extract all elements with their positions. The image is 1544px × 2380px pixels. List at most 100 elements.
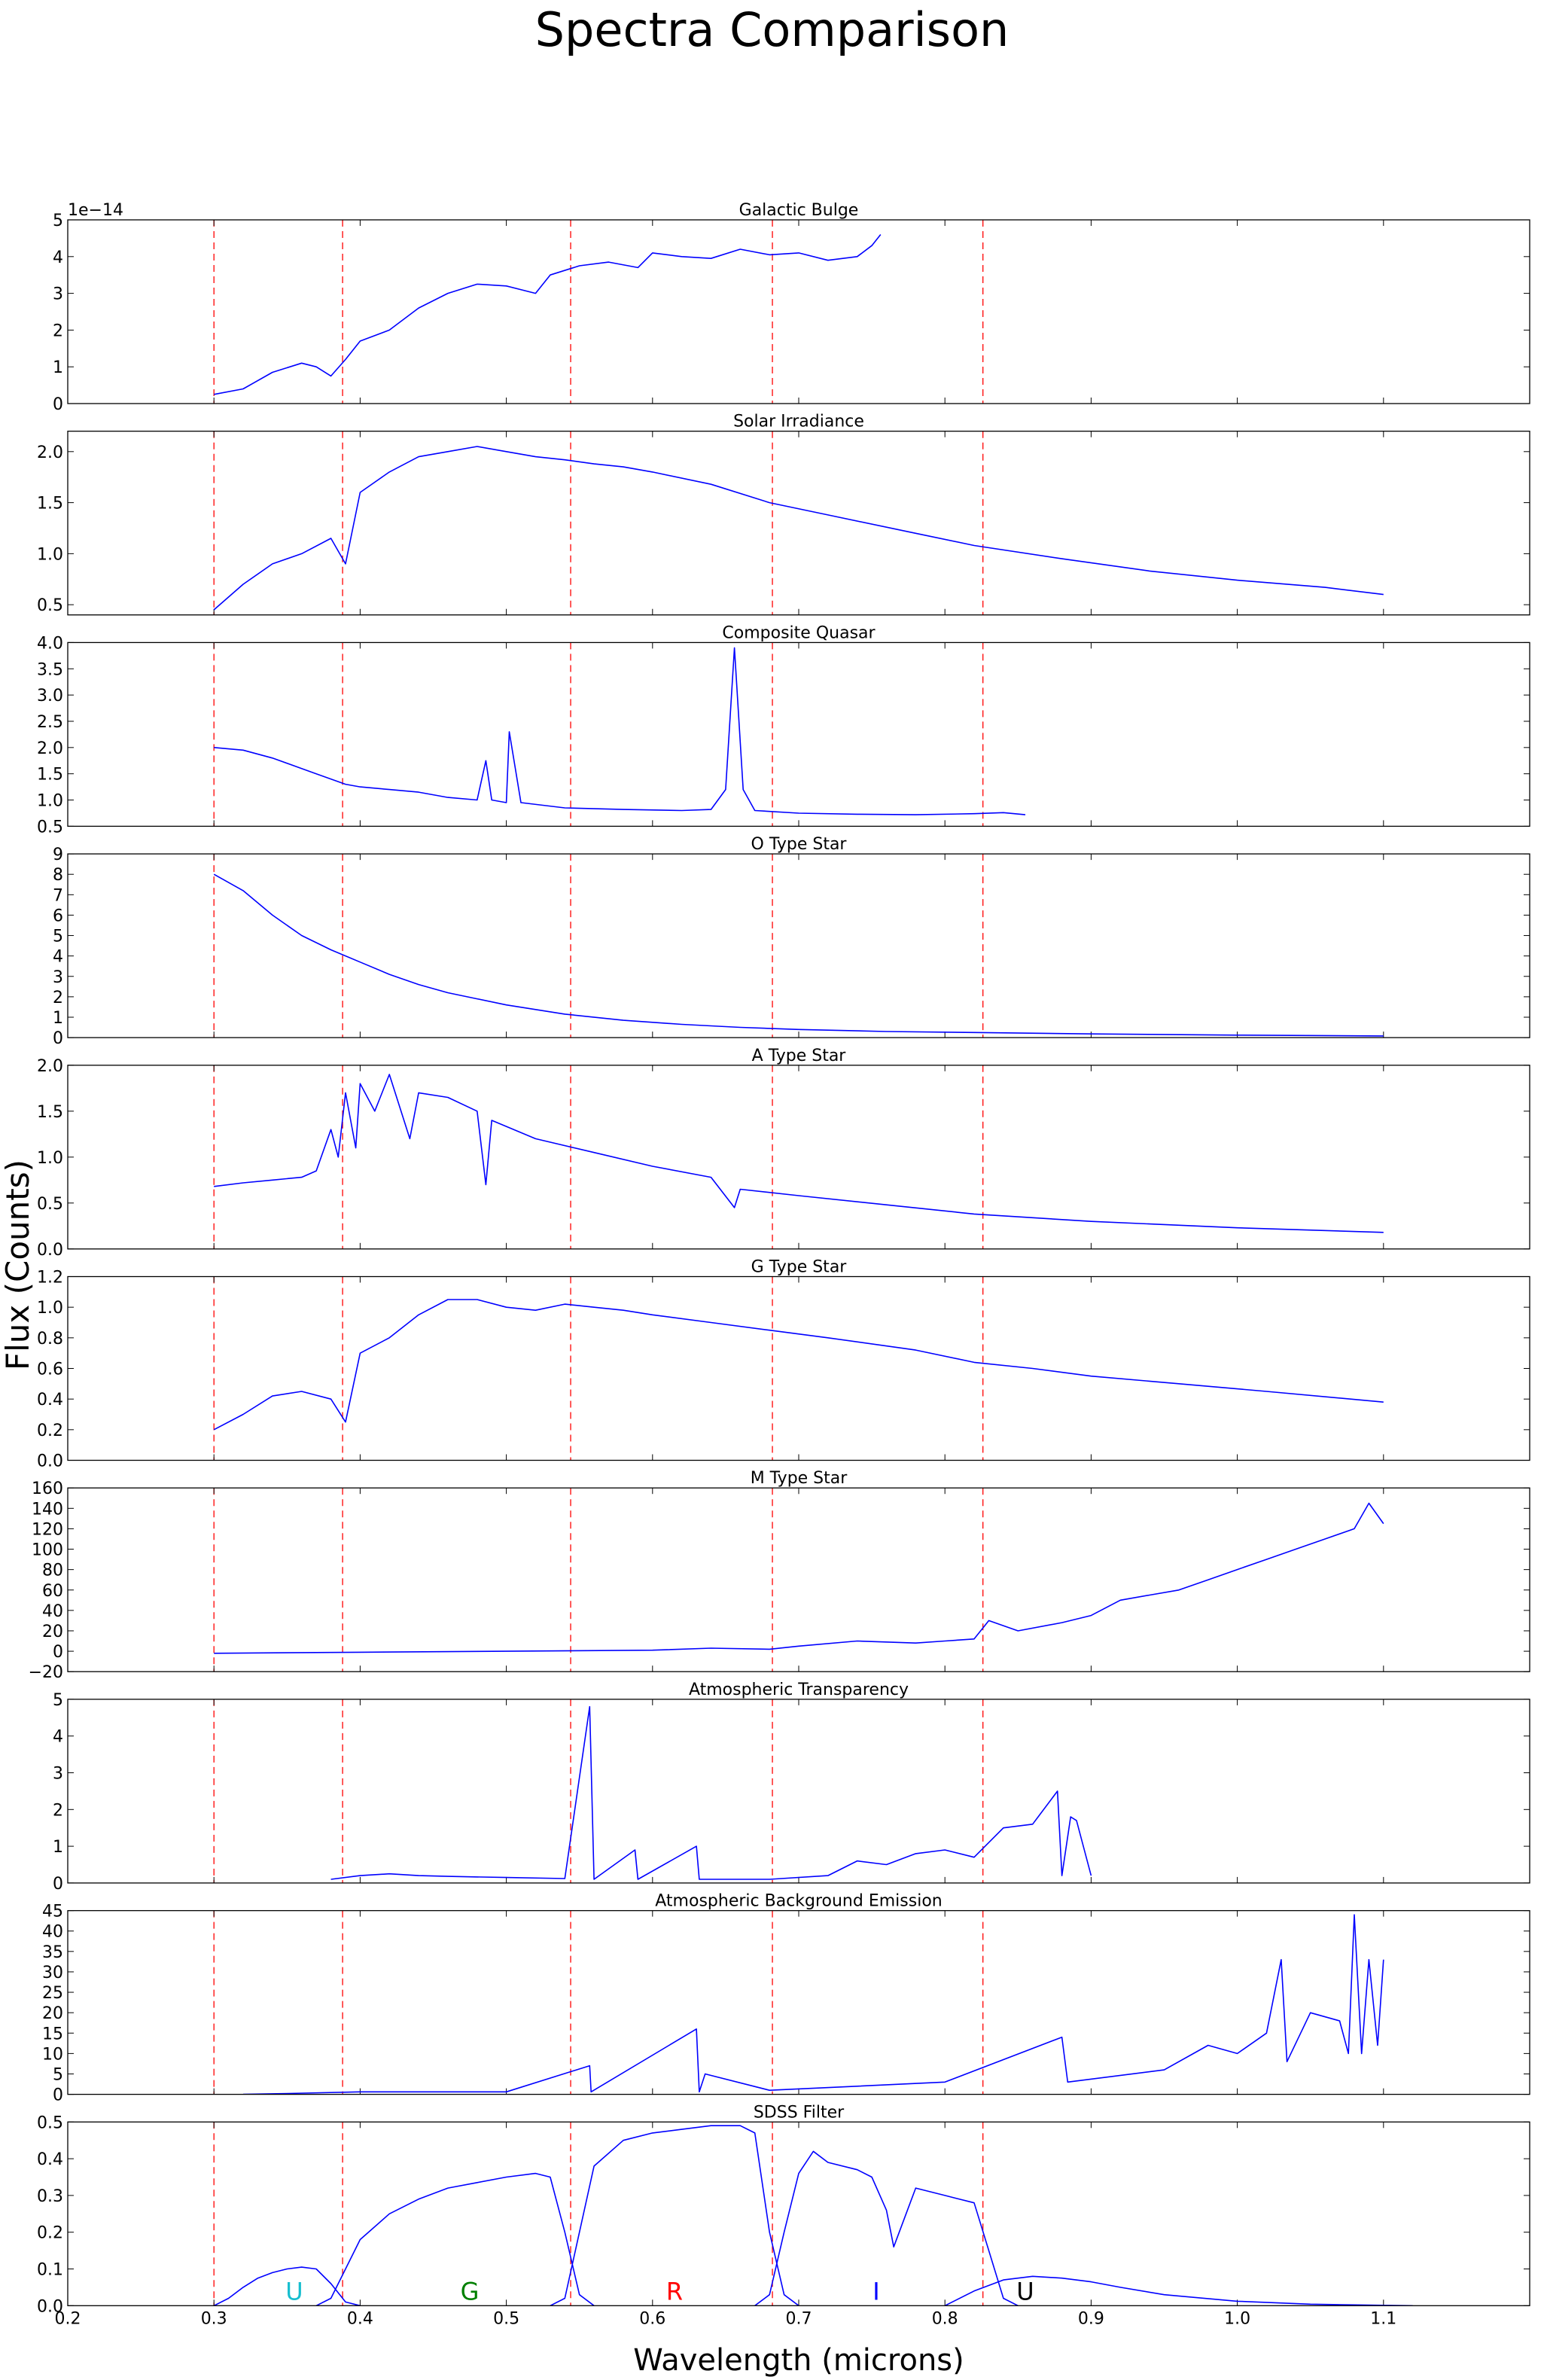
filter-label: U (285, 2277, 303, 2305)
axis-offset-text: 1e−14 (68, 201, 123, 220)
y-tick-label: 3 (53, 968, 63, 987)
filter-label: G (461, 2277, 480, 2305)
x-tick-label: 0.3 (201, 2309, 227, 2328)
panel-title: Solar Irradiance (733, 413, 864, 431)
panel-solar-irradiance: Solar Irradiance 0.5 1.0 1.5 2.0 (37, 413, 1530, 616)
panel-title: Atmospheric Transparency (689, 1681, 909, 1699)
x-tick-label: 0.4 (347, 2309, 373, 2328)
y-tick-label: 0.5 (37, 1195, 63, 1214)
x-tick-label: 0.6 (639, 2309, 665, 2328)
panel-composite-quasar: Composite Quasar 0.5 1.0 1.5 2.0 2.5 3.0 3.5 4.0 (37, 623, 1530, 837)
y-tick-label: 1.0 (37, 1149, 63, 1168)
panel-g-type-star: G Type Star 0.0 0.2 0.4 0.6 0.8 1.0 1.2 (37, 1258, 1530, 1471)
x-tick-label: 1.0 (1224, 2309, 1250, 2328)
y-tick-label: 4 (53, 1728, 63, 1747)
panel-title: Composite Quasar (722, 623, 876, 642)
y-tick-label: 2 (53, 321, 63, 340)
series-group (214, 1502, 1384, 1654)
series-group (330, 1705, 1092, 1880)
y-tick-label: 0.3 (37, 2187, 63, 2206)
y-tick-label: 0.8 (37, 1330, 63, 1348)
y-tick-label: 10 (42, 2045, 63, 2064)
y-tick-label: 1 (53, 1838, 63, 1857)
y-tick-label: 30 (42, 1964, 63, 1982)
spectrum-line (214, 234, 882, 395)
y-tick-label: 140 (32, 1500, 63, 1519)
y-tick-label: 25 (42, 1984, 63, 2003)
y-tick-label: 45 (42, 1903, 63, 1921)
x-tick-label: 0.9 (1078, 2309, 1104, 2328)
y-tick-label: 0.2 (37, 2224, 63, 2243)
panel-frame (67, 2121, 1530, 2306)
y-tick-label: 2.5 (37, 713, 63, 732)
y-tick-label: 0.5 (37, 596, 63, 615)
y-tick-label: 4.0 (37, 634, 63, 653)
spectrum-line (213, 446, 1384, 611)
y-tick-label: 20 (42, 2004, 63, 2023)
panel-frame (67, 219, 1530, 404)
y-tick-label: 40 (42, 1923, 63, 1942)
filter-curve (944, 2275, 1413, 2306)
x-tick-label: 0.2 (55, 2309, 81, 2328)
y-tick-label: 3.5 (37, 660, 63, 679)
y-tick-label: 0.5 (37, 2113, 63, 2132)
panel-frame (67, 1275, 1530, 1461)
y-tick-label: 0.0 (37, 1241, 63, 1260)
y-tick-label: 0 (53, 1029, 63, 1048)
y-tick-label: 1 (53, 358, 63, 377)
y-tick-label: 0.1 (37, 2261, 63, 2280)
series-group (213, 873, 1384, 1037)
y-tick-label: 0 (53, 1875, 63, 1894)
panel-title: A Type Star (752, 1047, 847, 1065)
y-tick-label: 8 (53, 866, 63, 885)
y-tick-label: 2.0 (37, 443, 63, 462)
spectrum-line (214, 1074, 1384, 1233)
y-tick-label: 1.0 (37, 545, 63, 564)
panel-atmospheric-background-emission: Atmospheric Background Emission 0 510 15 202… (42, 1892, 1530, 2105)
panel-title: G Type Star (751, 1258, 848, 1277)
y-tick-label: 1.5 (37, 1103, 63, 1122)
y-tick-label: 2 (53, 1801, 63, 1820)
panel-atmospheric-transparency: Atmospheric Transparency 0 1 2 3 4 5 (53, 1681, 1530, 1894)
panel-frame (67, 431, 1530, 616)
x-tick-label: 0.5 (493, 2309, 519, 2328)
y-tick-label: 100 (32, 1541, 63, 1560)
y-tick-label: 5 (53, 2065, 63, 2084)
panel-frame (67, 853, 1530, 1038)
series-group (242, 1914, 1384, 2095)
x-tick-label: 0.8 (932, 2309, 958, 2328)
series-group (214, 234, 882, 395)
spectrum-line (214, 647, 1026, 815)
panel-title: Atmospheric Background Emission (655, 1892, 942, 1911)
y-tick-label: 6 (53, 907, 63, 925)
page-title: Spectra Comparison (534, 2, 1010, 57)
y-tick-label: 0.6 (37, 1361, 63, 1379)
panel-frame (67, 1909, 1530, 2095)
y-tick-label: 35 (42, 1943, 63, 1962)
filter-curve (754, 2150, 1019, 2306)
y-tick-label: 0.0 (37, 2297, 63, 2316)
series-group (214, 1074, 1384, 1233)
series-group (214, 647, 1026, 815)
series-group (213, 446, 1384, 611)
panel-title: SDSS Filter (754, 2103, 845, 2122)
y-tick-label: 1.5 (37, 766, 63, 785)
y-tick-label: 120 (32, 1520, 63, 1539)
x-axis-label: Wavelength (microns) (633, 2343, 964, 2378)
spectrum-line (213, 1299, 1384, 1431)
x-tick-label: 0.7 (786, 2309, 812, 2328)
spectrum-line (213, 873, 1384, 1037)
filter-label: I (872, 2277, 879, 2305)
y-tick-label: 1.2 (37, 1269, 63, 1288)
y-axis-label: Flux (Counts) (0, 1160, 36, 1370)
y-tick-label: 2 (53, 989, 63, 1007)
y-tick-label: 2.0 (37, 1057, 63, 1076)
y-tick-label: 160 (32, 1480, 63, 1498)
y-tick-label: 0.4 (37, 2150, 63, 2169)
y-tick-label: 4 (53, 948, 63, 967)
panel-frame (67, 1487, 1530, 1672)
y-tick-label: 0.2 (37, 1422, 63, 1440)
series-group (213, 2125, 1413, 2306)
panel-frame (67, 1065, 1530, 1250)
